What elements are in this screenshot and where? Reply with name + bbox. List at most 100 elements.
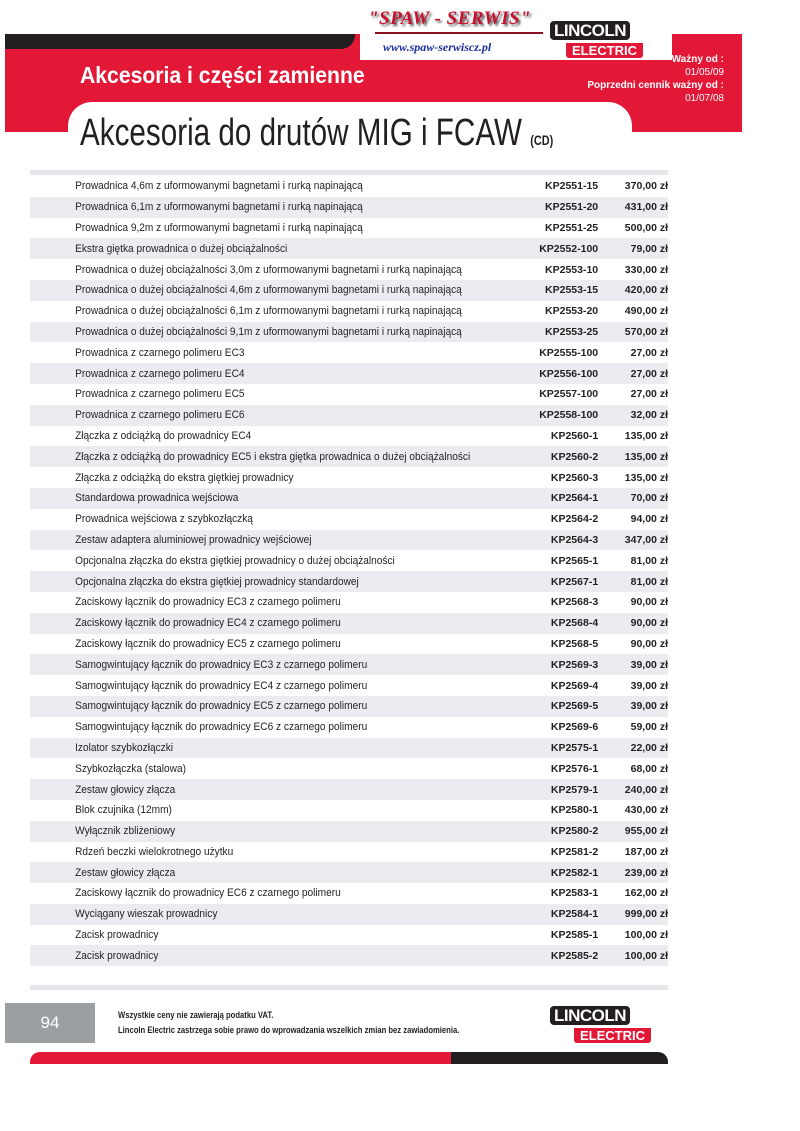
item-price: 240,00 zł bbox=[624, 783, 668, 796]
table-row: Prowadnica o dużej obciążalności 9,1m z … bbox=[30, 321, 668, 343]
table-row: Samogwintujący łącznik do prowadnicy EC4… bbox=[30, 675, 668, 696]
item-code: KP2564-2 bbox=[550, 513, 599, 526]
item-price: 420,00 zł bbox=[624, 284, 668, 297]
previous-date: 01/07/08 bbox=[685, 93, 724, 104]
page-title: Akcesoria do drutów MIG i FCAW (CD) bbox=[80, 112, 553, 155]
item-code: KP2580-2 bbox=[550, 825, 599, 838]
item-description: Prowadnica 9,2m z uformowanymi bagnetami… bbox=[75, 221, 363, 234]
item-description: Ekstra giętka prowadnica o dużej obciąża… bbox=[75, 242, 288, 255]
item-code: KP2585-1 bbox=[550, 929, 599, 942]
item-price: 955,00 zł bbox=[624, 825, 668, 838]
item-code: KP2568-3 bbox=[550, 596, 599, 609]
item-description: Prowadnica z czarnego polimeru EC3 bbox=[75, 346, 245, 359]
item-description: Prowadnica o dużej obciążalności 6,1m z … bbox=[75, 305, 462, 318]
item-code: KP2568-4 bbox=[550, 617, 599, 630]
item-description: Wyłącznik zbliżeniowy bbox=[75, 825, 176, 838]
item-code: KP2553-10 bbox=[545, 263, 599, 276]
item-code: KP2553-25 bbox=[545, 325, 599, 338]
item-description: Złączka z odciążką do ekstra giętkiej pr… bbox=[75, 471, 294, 484]
item-description: Prowadnica z czarnego polimeru EC5 bbox=[75, 388, 245, 401]
item-price: 27,00 zł bbox=[630, 388, 668, 401]
table-row: Zaciskowy łącznik do prowadnicy EC5 z cz… bbox=[30, 634, 668, 655]
item-code: KP2552-100 bbox=[539, 242, 599, 255]
item-price: 570,00 zł bbox=[624, 325, 668, 338]
item-price: 100,00 zł bbox=[624, 929, 668, 942]
item-description: Samogwintujący łącznik do prowadnicy EC6… bbox=[75, 721, 368, 734]
table-row: Zestaw głowicy złącza KP2582-1 239,00 zł bbox=[30, 862, 668, 884]
table-row: Wyłącznik zbliżeniowy KP2580-2 955,00 zł bbox=[30, 820, 668, 842]
footer-logo-bottom: ELECTRIC bbox=[574, 1027, 651, 1045]
valid-from: 01/05/09 bbox=[685, 67, 724, 78]
item-price: 490,00 zł bbox=[624, 305, 668, 318]
item-price: 39,00 zł bbox=[630, 658, 668, 671]
item-description: Zacisk prowadnicy bbox=[75, 949, 159, 962]
table-row: Prowadnica z czarnego polimeru EC3 KP2555… bbox=[30, 342, 668, 363]
page-number: 94 bbox=[5, 1003, 95, 1043]
table-row: Zaciskowy łącznik do prowadnicy EC4 z cz… bbox=[30, 612, 668, 634]
item-price: 32,00 zł bbox=[630, 409, 668, 422]
price-table: Prowadnica 4,6m z uformowanymi bagnetami… bbox=[30, 176, 668, 967]
item-price: 187,00 zł bbox=[624, 845, 668, 858]
table-row: Samogwintujący łącznik do prowadnicy EC6… bbox=[30, 717, 668, 738]
item-price: 135,00 zł bbox=[624, 450, 668, 463]
item-description: Rdzeń beczki wielokrotnego użytku bbox=[75, 845, 234, 858]
table-row: Zacisk prowadnicy KP2585-1 100,00 zł bbox=[30, 925, 668, 946]
item-code: KP2560-3 bbox=[550, 471, 599, 484]
logo-text: LINCOLN bbox=[550, 1006, 631, 1025]
footer-notes: Wszystkie ceny nie zawierają podatku VAT… bbox=[118, 1008, 459, 1038]
item-code: KP2569-6 bbox=[550, 721, 599, 734]
table-row: Złączka z odciążką do prowadnicy EC4 KP25… bbox=[30, 426, 668, 447]
table-row: Zestaw adaptera aluminiowej prowadnicy w… bbox=[30, 529, 668, 551]
item-description: Zestaw głowicy złącza bbox=[75, 783, 176, 796]
item-price: 39,00 zł bbox=[630, 679, 668, 692]
table-row: Rdzeń beczki wielokrotnego użytku KP2581-… bbox=[30, 842, 668, 863]
item-description: Złączka z odciążką do prowadnicy EC5 i e… bbox=[75, 450, 471, 463]
item-description: Opcjonalna złączka do ekstra giętkiej pr… bbox=[75, 575, 359, 588]
item-description: Zestaw adaptera aluminiowej prowadnicy w… bbox=[75, 533, 312, 546]
item-code: KP2580-1 bbox=[550, 804, 599, 817]
item-code: KP2560-2 bbox=[550, 450, 599, 463]
item-description: Prowadnica z czarnego polimeru EC4 bbox=[75, 367, 245, 380]
item-code: KP2560-1 bbox=[550, 429, 599, 442]
table-row: Prowadnica z czarnego polimeru EC5 KP2557… bbox=[30, 384, 668, 405]
item-price: 94,00 zł bbox=[630, 513, 668, 526]
table-row: Ekstra giętka prowadnica o dużej obciąża… bbox=[30, 238, 668, 260]
table-row: Złączka z odciążką do ekstra giętkiej pr… bbox=[30, 467, 668, 488]
vat-note: Wszystkie ceny nie zawierają podatku VAT… bbox=[118, 1010, 274, 1020]
logo-text: ELECTRIC bbox=[574, 1028, 651, 1043]
table-row: Samogwintujący łącznik do prowadnicy EC3… bbox=[30, 654, 668, 676]
item-price: 135,00 zł bbox=[624, 429, 668, 442]
item-description: Zaciskowy łącznik do prowadnicy EC3 z cz… bbox=[75, 596, 341, 609]
item-description: Samogwintujący łącznik do prowadnicy EC3… bbox=[75, 658, 368, 671]
footer-bar bbox=[30, 1052, 668, 1064]
valid-from-label: Ważny od : bbox=[671, 54, 724, 65]
item-price: 330,00 zł bbox=[624, 263, 668, 276]
item-price: 79,00 zł bbox=[630, 242, 668, 255]
table-row: Prowadnica 6,1m z uformowanymi bagnetami… bbox=[30, 196, 668, 218]
item-price: 430,00 zł bbox=[624, 804, 668, 817]
lincoln-logo-bottom: ELECTRIC bbox=[566, 42, 643, 60]
item-code: KP2556-100 bbox=[539, 367, 599, 380]
item-code: KP2584-1 bbox=[550, 908, 599, 921]
item-price: 81,00 zł bbox=[630, 575, 668, 588]
item-code: KP2551-15 bbox=[545, 180, 599, 193]
item-code: KP2555-100 bbox=[539, 346, 599, 359]
item-description: Zaciskowy łącznik do prowadnicy EC6 z cz… bbox=[75, 887, 341, 900]
website-link[interactable]: www.spaw-serwiscz.pl bbox=[383, 40, 492, 54]
item-price: 500,00 zł bbox=[624, 221, 668, 234]
item-price: 135,00 zł bbox=[624, 471, 668, 484]
item-price: 27,00 zł bbox=[630, 367, 668, 380]
item-price: 81,00 zł bbox=[630, 554, 668, 567]
item-code: KP2558-100 bbox=[539, 409, 599, 422]
spaw-serwis-logo: "SPAW - SERWIS" bbox=[368, 8, 532, 29]
table-row: Samogwintujący łącznik do prowadnicy EC5… bbox=[30, 695, 668, 717]
footer-logo-top: LINCOLN bbox=[550, 1006, 631, 1026]
item-code: KP2576-1 bbox=[550, 762, 599, 775]
item-description: Prowadnica 6,1m z uformowanymi bagnetami… bbox=[75, 201, 363, 214]
item-description: Izolator szybkozłączki bbox=[75, 741, 174, 754]
table-row: Zaciskowy łącznik do prowadnicy EC3 z cz… bbox=[30, 592, 668, 613]
item-code: KP2551-25 bbox=[545, 221, 599, 234]
item-description: Zaciskowy łącznik do prowadnicy EC4 z cz… bbox=[75, 617, 341, 630]
item-description: Prowadnica o dużej obciążalności 4,6m z … bbox=[75, 284, 462, 297]
item-code: KP2553-15 bbox=[545, 284, 599, 297]
